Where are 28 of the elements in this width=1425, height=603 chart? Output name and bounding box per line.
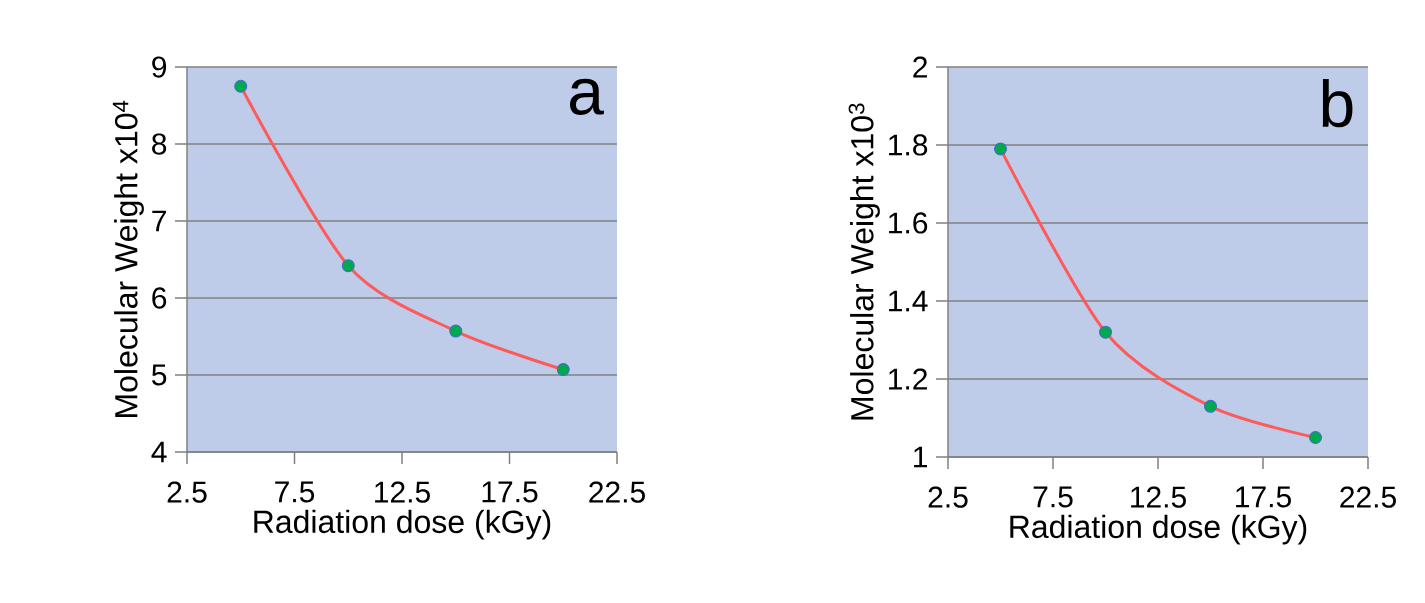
y-tick-label: 9: [152, 56, 167, 78]
x-tick-label: 12.5: [1131, 486, 1186, 508]
annotation: a: [570, 78, 604, 115]
x-tick-label: 22.5: [589, 481, 645, 503]
y-tick-label: 6: [152, 287, 167, 309]
y-tick-label: 4: [151, 441, 167, 463]
y-tick-label: 5: [151, 364, 167, 386]
x-tick-label: 12.5: [375, 481, 430, 503]
x-axis-title: Radiation dose (kGy): [254, 509, 551, 540]
x-tick-label: 2.5: [928, 486, 968, 508]
x-tick-label: 17.5: [1236, 486, 1291, 508]
y-tick-label: 1.2: [889, 368, 927, 390]
y-tick-label: 1.4: [889, 290, 928, 312]
y-axis-title: Molecular Weight x10$^{4}$: [112, 100, 144, 417]
y-tick-label: 1.8: [889, 134, 928, 156]
y-tick-label: 1: [914, 446, 928, 468]
x-tick-label: 22.5: [1340, 486, 1396, 508]
x-tick-label: 7.5: [275, 481, 315, 503]
y-tick-label: 8: [152, 133, 167, 155]
y-tick-label: 7: [152, 210, 166, 232]
x-tick-label: 17.5: [482, 481, 538, 503]
y-tick-label: 2: [913, 56, 927, 78]
x-axis-title: Radiation dose (kGy): [1010, 514, 1307, 545]
y-tick-label: 1.6: [889, 212, 928, 234]
annotation: b: [1322, 78, 1353, 128]
x-tick-label: 2.5: [167, 481, 207, 503]
x-tick-label: 7.5: [1033, 486, 1073, 508]
y-axis-title: Molecular Weight x10$^{3}$: [848, 103, 880, 420]
